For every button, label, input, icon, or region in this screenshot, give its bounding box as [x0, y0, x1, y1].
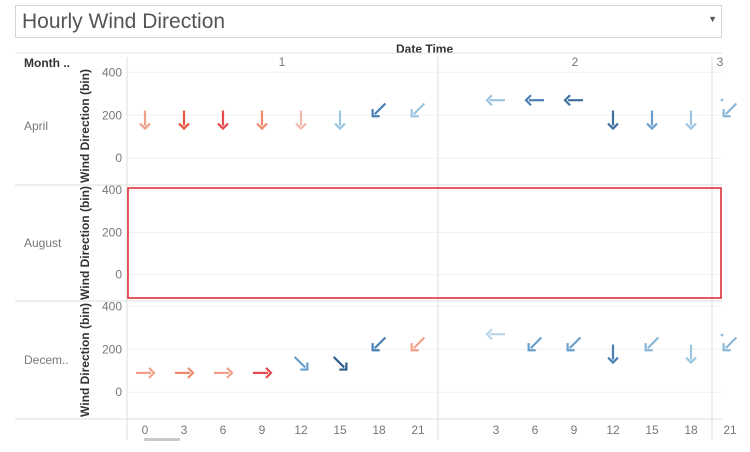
selection-highlight — [127, 187, 722, 299]
day-label: 1 — [279, 55, 286, 69]
wind-arrow — [524, 94, 544, 107]
day-label: 3 — [717, 55, 724, 69]
wind-arrow — [332, 356, 348, 371]
wind-arrow — [527, 336, 543, 352]
x-tick-label: 6 — [532, 423, 539, 437]
wind-arrow — [295, 110, 307, 131]
y-tick-label: 0 — [115, 151, 122, 165]
wind-arrow — [334, 110, 346, 131]
wind-arrow — [722, 102, 738, 118]
title-dropdown[interactable]: Hourly Wind Direction ▼ — [15, 5, 722, 38]
day-label: 2 — [572, 55, 579, 69]
y-tick-label: 200 — [102, 342, 122, 356]
y-axis-title: Wind Direction (bin) — [78, 69, 92, 183]
x-tick-label: 21 — [411, 423, 425, 437]
wind-arrow — [563, 94, 583, 107]
wind-arrow — [371, 102, 387, 118]
wind-arrow — [214, 367, 234, 379]
clipped-arrow — [720, 98, 724, 102]
y-tick-label: 400 — [102, 65, 122, 79]
row-label: August — [24, 236, 62, 250]
x-tick-label: 3 — [493, 423, 500, 437]
wind-arrow — [646, 110, 658, 131]
wind-arrow — [685, 344, 697, 365]
wind-arrow — [175, 367, 195, 379]
x-tick-label: 3 — [181, 423, 188, 437]
x-tick-label: 9 — [571, 423, 578, 437]
wind-arrow — [256, 110, 268, 131]
x-tick-label: 12 — [606, 423, 620, 437]
wind-arrow — [178, 110, 190, 131]
x-tick-label: 0 — [142, 423, 149, 437]
wind-arrow — [644, 336, 660, 352]
row-label: Decem.. — [24, 353, 69, 367]
y-tick-label: 200 — [102, 108, 122, 122]
wind-arrow — [136, 367, 156, 379]
wind-arrow — [293, 356, 309, 371]
wind-arrow — [485, 328, 505, 341]
clipped-arrow — [720, 333, 724, 337]
wind-arrow — [139, 110, 151, 131]
wind-arrow — [566, 336, 582, 352]
row-label: April — [24, 119, 48, 133]
wind-arrow — [217, 110, 229, 131]
chevron-down-icon[interactable]: ▼ — [708, 14, 717, 24]
wind-arrow — [371, 336, 387, 352]
wind-arrow — [607, 110, 619, 131]
x-tick-label: 12 — [294, 423, 308, 437]
x-tick-label: 9 — [259, 423, 266, 437]
rows-header[interactable]: Month .. — [24, 56, 70, 70]
y-tick-label: 400 — [102, 299, 122, 313]
x-tick-label: 18 — [684, 423, 698, 437]
wind-arrow — [485, 94, 505, 107]
y-tick-label: 200 — [102, 225, 122, 239]
y-tick-label: 0 — [115, 268, 122, 282]
wind-arrow — [410, 102, 426, 118]
x-tick-label: 15 — [645, 423, 659, 437]
chart-title: Hourly Wind Direction — [22, 10, 226, 33]
x-tick-label: 18 — [372, 423, 386, 437]
wind-arrow — [607, 344, 619, 365]
x-tick-label: 15 — [333, 423, 347, 437]
y-axis-title: Wind Direction (bin) — [78, 186, 92, 300]
wind-arrow — [722, 336, 738, 352]
x-tick-label: 6 — [220, 423, 227, 437]
wind-arrow — [685, 110, 697, 131]
y-tick-label: 0 — [115, 385, 122, 399]
y-axis-title: Wind Direction (bin) — [78, 303, 92, 417]
wind-arrow — [410, 336, 426, 352]
wind-arrow — [253, 367, 273, 379]
y-tick-label: 400 — [102, 183, 122, 197]
horizontal-scrollbar[interactable] — [144, 438, 180, 441]
x-tick-label: 21 — [723, 423, 737, 437]
